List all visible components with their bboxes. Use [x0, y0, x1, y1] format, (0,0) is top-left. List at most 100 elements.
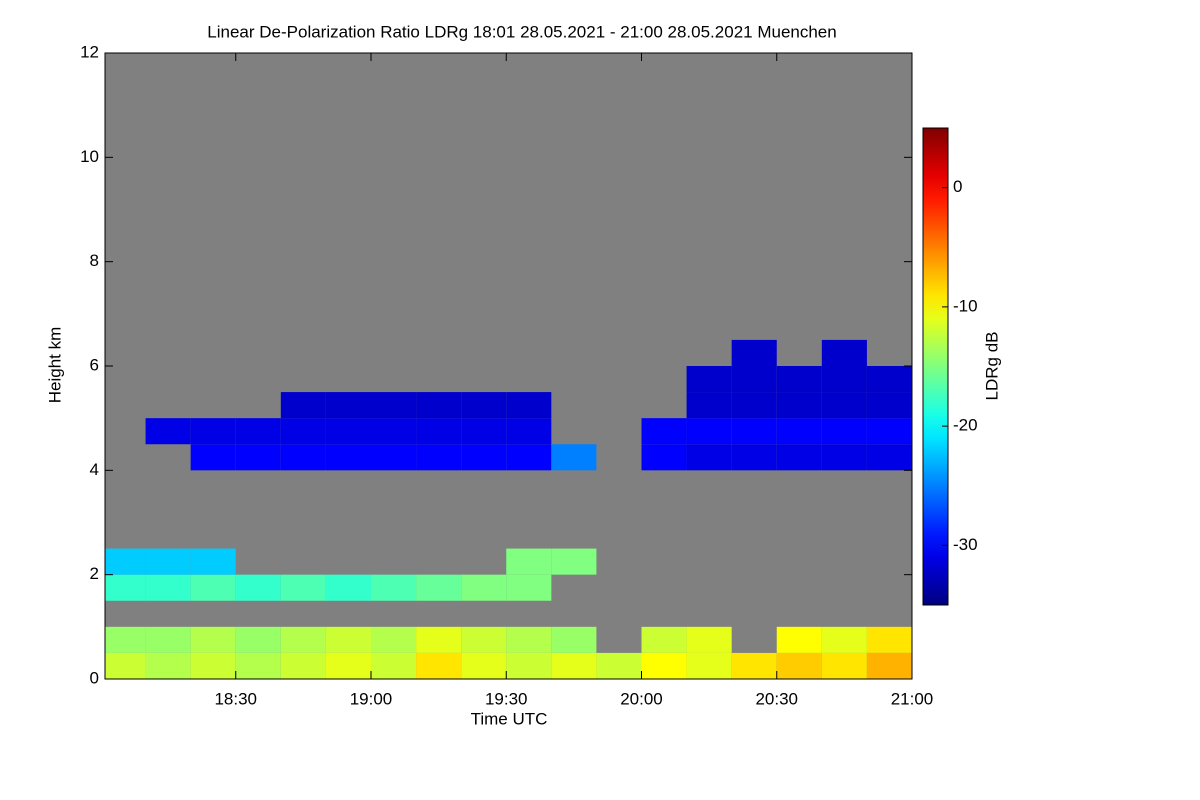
heatmap-cell: [641, 652, 687, 679]
heatmap-cell: [821, 392, 867, 419]
heatmap-cell: [416, 626, 462, 653]
colorbar: [922, 127, 949, 606]
heatmap-cell: [325, 418, 371, 445]
heatmap-cell: [370, 392, 417, 419]
heatmap-cell: [105, 548, 146, 575]
heatmap-cell: [506, 418, 552, 445]
y-axis-label: Height km: [45, 327, 64, 404]
heatmap-cell: [190, 626, 236, 653]
y-tick-label: 4: [90, 460, 99, 479]
heatmap-cell: [821, 366, 867, 393]
heatmap-cell: [596, 652, 642, 679]
heatmap-cell: [461, 652, 507, 679]
heatmap-cell: [866, 392, 912, 419]
heatmap-cell: [280, 418, 326, 445]
heatmap-cell: [370, 626, 417, 653]
heatmap-cell: [235, 626, 281, 653]
heatmap-cell: [731, 392, 777, 419]
colorbar-tick-label: -10: [953, 296, 978, 315]
x-tick-label: 21:00: [891, 689, 934, 708]
heatmap-cell: [325, 626, 371, 653]
heatmap-cell: [686, 652, 732, 679]
heatmap-cell: [461, 626, 507, 653]
heatmap-cell: [551, 626, 597, 653]
x-tick-label: 20:30: [755, 689, 798, 708]
heatmap-cell: [551, 652, 597, 679]
heatmap-cell: [370, 444, 417, 471]
heatmap-cell: [190, 418, 236, 445]
y-tick-label: 6: [90, 355, 99, 374]
heatmap-cell: [190, 548, 236, 575]
x-axis-label: Time UTC: [471, 709, 548, 728]
y-tick-label: 2: [90, 564, 99, 583]
heatmap-cell: [821, 418, 867, 445]
heatmap-cell: [461, 418, 507, 445]
heatmap-cell: [235, 652, 281, 679]
heatmap-cell: [461, 444, 507, 471]
heatmap-cell: [821, 652, 867, 679]
heatmap-cell: [105, 652, 146, 679]
heatmap-cell: [416, 652, 462, 679]
heatmap-cell: [776, 366, 822, 393]
heatmap-cell: [235, 574, 281, 601]
heatmap-cell: [145, 548, 191, 575]
heatmap-cell: [280, 626, 326, 653]
colorbar-tick-label: 0: [953, 177, 962, 196]
heatmap-cell: [641, 444, 687, 471]
heatmap-cell: [776, 444, 822, 471]
heatmap-cell: [105, 626, 146, 653]
heatmap-cell: [731, 366, 777, 393]
heatmap-cell: [145, 418, 191, 445]
heatmap-cell: [105, 574, 146, 601]
heatmap-cell: [506, 574, 552, 601]
heatmap-cell: [416, 392, 462, 419]
heatmap-cell: [641, 626, 687, 653]
heatmap-cell: [370, 418, 417, 445]
heatmap-cell: [461, 392, 507, 419]
heatmap-cell: [821, 444, 867, 471]
heatmap-cell: [325, 652, 371, 679]
heatmap-cell: [776, 418, 822, 445]
heatmap-cell: [866, 366, 912, 393]
heatmap-cell: [686, 444, 732, 471]
y-tick-label: 10: [80, 147, 99, 166]
heatmap-cell: [145, 574, 191, 601]
heatmap-cell: [821, 339, 867, 366]
heatmap-cell: [776, 652, 822, 679]
heatmap-cell: [416, 444, 462, 471]
heatmap-cell: [686, 392, 732, 419]
heatmap-cell: [280, 652, 326, 679]
heatmap-cell: [416, 574, 462, 601]
heatmap-cell: [370, 652, 417, 679]
heatmap-cell: [416, 418, 462, 445]
heatmap-cell: [325, 574, 371, 601]
heatmap-cell: [731, 418, 777, 445]
heatmap-cell: [776, 392, 822, 419]
heatmap-cell: [506, 548, 552, 575]
colorbar-label: LDRg dB: [982, 332, 1001, 401]
colorbar-tick-label: -30: [953, 535, 978, 554]
heatmap-cell: [145, 652, 191, 679]
heatmap-cell: [866, 652, 912, 679]
x-tick-label: 18:30: [214, 689, 257, 708]
heatmap-cell: [506, 392, 552, 419]
x-tick-label: 19:00: [350, 689, 393, 708]
heatmap-cell: [821, 626, 867, 653]
heatmap-cell: [190, 652, 236, 679]
heatmap-cell: [686, 626, 732, 653]
heatmap-cell: [776, 626, 822, 653]
heatmap-cell: [731, 444, 777, 471]
heatmap-cell: [506, 652, 552, 679]
colorbar-tick-label: -20: [953, 416, 978, 435]
heatmap-cell: [506, 444, 552, 471]
heatmap-cell: [235, 444, 281, 471]
heatmap-cell: [551, 444, 597, 471]
heatmap-cell: [641, 418, 687, 445]
heatmap-cell: [235, 418, 281, 445]
heatmap-cell: [461, 574, 507, 601]
heatmap-cell: [370, 574, 417, 601]
heatmap-cell: [866, 418, 912, 445]
chart-title: Linear De-Polarization Ratio LDRg 18:01 …: [207, 22, 836, 41]
heatmap-cell: [325, 444, 371, 471]
